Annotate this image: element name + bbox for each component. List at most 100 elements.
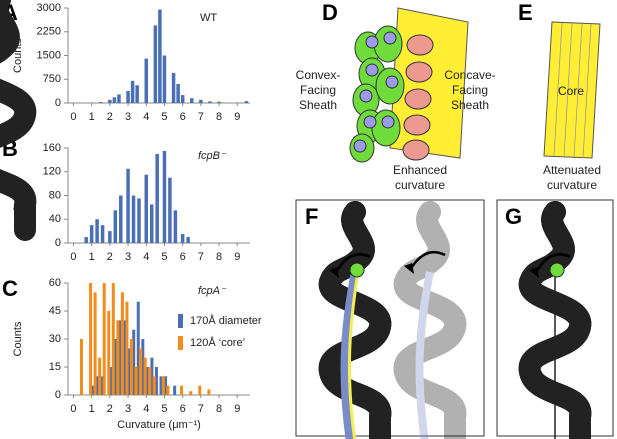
core-label: Core	[558, 84, 584, 98]
bar	[136, 301, 140, 395]
bar	[176, 84, 180, 103]
label-line: Facing	[452, 83, 488, 97]
legend-swatch	[178, 314, 183, 328]
bar	[144, 58, 149, 103]
bar	[131, 195, 136, 243]
bar	[189, 391, 193, 395]
bar	[152, 376, 156, 395]
y-tick-label: 30	[49, 333, 61, 345]
bar	[98, 357, 102, 395]
label-line: Sheath	[451, 98, 489, 112]
bar	[173, 385, 177, 395]
x-tick-label: 5	[161, 403, 167, 415]
panel-letter: G	[505, 204, 522, 229]
x-tick-label: 2	[107, 111, 113, 123]
y-tick-label: 160	[43, 142, 61, 154]
x-tick-label: 6	[180, 111, 186, 123]
bar	[180, 385, 184, 395]
bar	[171, 72, 176, 103]
y-tick-label: 0	[55, 389, 61, 401]
bar	[148, 367, 152, 395]
y-axis-label: Counts	[12, 321, 24, 356]
bar	[143, 357, 147, 395]
bar	[180, 234, 185, 243]
x-tick-label: 4	[143, 403, 149, 415]
x-tick-label: 3	[125, 403, 131, 415]
bar	[95, 219, 99, 243]
caption-line: curvature	[395, 178, 445, 192]
x-tick-label: 0	[70, 403, 76, 415]
bar	[117, 94, 121, 103]
bar	[112, 97, 117, 103]
bar	[164, 376, 168, 395]
bar	[166, 385, 170, 395]
bar	[118, 320, 122, 395]
legend-label: 120Å ‘core’	[190, 336, 245, 349]
legend-swatch	[178, 336, 183, 350]
bar	[144, 174, 149, 243]
bar	[137, 198, 141, 243]
y-tick-label: 0	[55, 237, 61, 249]
bar	[207, 389, 211, 395]
sheath-diagram	[349, 7, 469, 163]
bar	[198, 385, 202, 395]
bar	[135, 85, 139, 103]
caption-line: Attenuated	[543, 163, 601, 177]
bar	[149, 204, 154, 243]
x-tick-label: 0	[70, 111, 76, 123]
x-tick-label: 9	[234, 111, 240, 123]
bar	[99, 102, 103, 103]
x-tick-label: 9	[234, 251, 240, 263]
bar	[79, 339, 83, 395]
caption: Enhanced curvature	[393, 163, 447, 192]
bar	[161, 376, 165, 395]
bar	[155, 153, 159, 243]
y-axis-label: Counts	[12, 178, 24, 213]
bar	[126, 90, 130, 103]
x-axis-label: Curvature (μm⁻¹)	[117, 419, 201, 431]
x-tick-label: 4	[143, 111, 149, 123]
bar	[134, 367, 138, 395]
bar	[190, 98, 194, 103]
bar	[127, 348, 131, 395]
bar	[107, 311, 111, 395]
x-tick-label: 6	[180, 251, 186, 263]
caption: Attenuated curvature	[543, 163, 601, 192]
panel-letter: E	[518, 0, 533, 25]
bar	[89, 225, 94, 243]
bar	[208, 101, 212, 103]
x-tick-label: 8	[216, 403, 222, 415]
bar	[173, 210, 178, 243]
bar	[145, 367, 149, 395]
bar	[162, 150, 167, 243]
x-tick-label: 7	[198, 251, 204, 263]
bar	[130, 80, 135, 103]
x-tick-label: 2	[107, 251, 113, 263]
bar	[89, 283, 93, 395]
panel-letter: F	[305, 204, 318, 229]
bar	[125, 301, 129, 395]
legend-label: 170Å diameter	[190, 314, 262, 327]
bar	[180, 95, 185, 103]
bar	[217, 101, 221, 103]
bar	[108, 99, 112, 103]
y-tick-label: 15	[49, 361, 61, 373]
bar	[159, 376, 163, 395]
bar	[150, 357, 154, 395]
bar	[168, 177, 172, 243]
left-label: Convex-Facing Sheath	[296, 68, 341, 112]
bar	[244, 101, 249, 103]
y-tick-label: 120	[43, 166, 61, 178]
panel-letter: D	[322, 0, 338, 25]
x-tick-label: 5	[161, 111, 167, 123]
bar	[93, 292, 97, 395]
chart-title: fcpB⁻	[198, 150, 227, 162]
bar	[108, 231, 112, 243]
y-tick-label: 45	[49, 305, 61, 317]
chart-title: fcpA⁻	[198, 285, 227, 297]
x-tick-label: 0	[70, 251, 76, 263]
bar	[109, 367, 113, 395]
panel-letter: C	[2, 276, 18, 301]
chart-title: WT	[200, 12, 217, 24]
